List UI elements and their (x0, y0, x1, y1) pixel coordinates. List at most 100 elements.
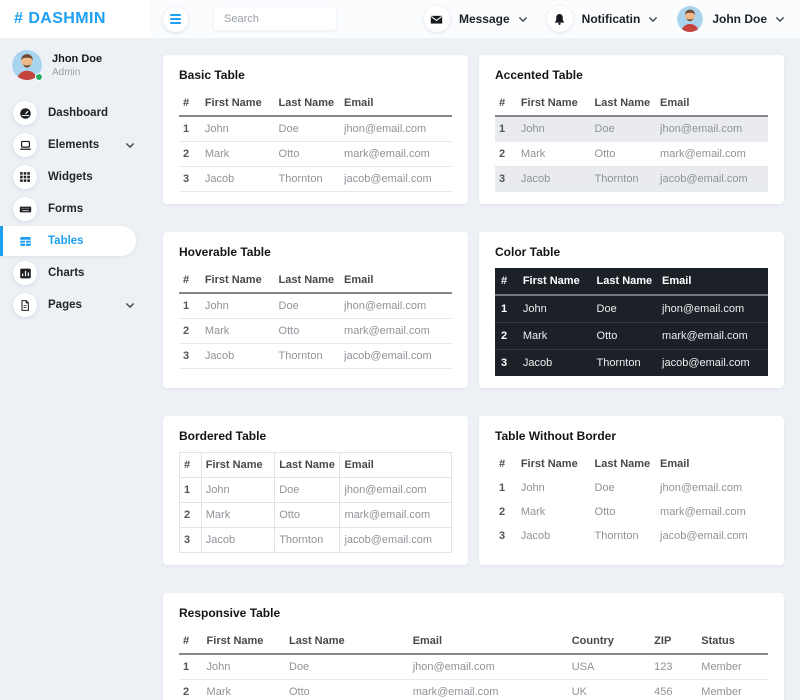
laptop-icon (13, 133, 37, 157)
column-header: Last Name (590, 91, 657, 117)
column-header: Last Name (590, 268, 657, 296)
table-cell: UK (571, 686, 587, 698)
user-dropdown[interactable]: John Doe (677, 6, 784, 32)
table-row: 2 Mark Otto mark@email.com UK 456 Member (179, 680, 768, 700)
table-cell: John (520, 123, 545, 135)
sidebar-item-label: Forms (48, 203, 84, 215)
row-index: 2 (501, 330, 508, 342)
table-cell: John (200, 477, 276, 503)
brand-hash-icon: # (14, 10, 24, 27)
table-row[interactable]: 2 Mark Otto mark@email.com (179, 319, 452, 344)
tachometer-icon (13, 101, 37, 125)
chevron-down-icon (126, 142, 134, 148)
card-table-without-border: Table Without Border # First Name Last Nam… (479, 416, 784, 565)
table-row: 2 Mark Otto mark@email.com (495, 142, 768, 167)
table-cell: Mark (522, 330, 548, 342)
column-header: Last Name (274, 91, 341, 117)
table-cell: jacob@email.com (660, 530, 748, 542)
table-cell: Doe (278, 300, 299, 312)
table-cell: Thornton (596, 357, 641, 369)
notifications-dropdown[interactable]: Notificatin (546, 6, 658, 32)
table-icon (13, 229, 37, 253)
table-cell: jacob@email.com (339, 527, 452, 553)
column-header: # (495, 268, 517, 296)
table-cell: Thornton (278, 173, 323, 185)
table-cell: Jacob (204, 350, 235, 362)
table-cell: Thornton (274, 527, 341, 553)
table-row: 3 Jacob Thornton jacob@email.com (495, 524, 768, 548)
table-cell: Mark (520, 506, 546, 518)
row-index: 1 (179, 477, 202, 503)
row-index: 1 (499, 123, 506, 135)
table-cell: mark@email.com (339, 502, 452, 528)
table-cell: Otto (278, 148, 300, 160)
table-cell: Thornton (278, 350, 323, 362)
table-cell: Doe (594, 482, 615, 494)
card-title: Basic Table (179, 68, 245, 82)
menu-toggle-button[interactable] (163, 6, 188, 32)
table-row: 1 John Doe jhon@email.com (495, 295, 768, 323)
sidebar-item-charts[interactable]: Charts (0, 258, 150, 288)
row-index: 2 (499, 506, 506, 518)
search-input[interactable] (214, 8, 336, 30)
column-header: # (179, 629, 203, 655)
sidebar-item-label: Dashboard (48, 107, 109, 119)
messages-dropdown[interactable]: Message (423, 6, 527, 32)
card-title: Bordered Table (179, 429, 267, 443)
column-header: # (499, 458, 506, 470)
table-cell: jhon@email.com (344, 300, 427, 312)
table-row: 1 John Doe jhon@email.com (495, 116, 768, 142)
row-index: 2 (183, 686, 190, 698)
table-row: 3 Jacob Thornton jacob@email.com (179, 167, 452, 192)
table-cell: John (520, 482, 545, 494)
table-cell: Thornton (594, 173, 639, 185)
column-header: # (179, 268, 201, 294)
row-index: 3 (179, 527, 202, 553)
row-index: 1 (499, 482, 506, 494)
table-row: 1 John Doe jhon@email.com (179, 116, 452, 142)
sidebar-item-elements[interactable]: Elements (0, 130, 150, 160)
table-row[interactable]: 3 Jacob Thornton jacob@email.com (179, 344, 452, 369)
column-header: Last Name (274, 268, 341, 294)
sidebar: Jhon Doe Admin Dashboard Elements Widget… (0, 38, 150, 700)
table-cell: jhon@email.com (344, 123, 427, 135)
table-cell: Doe (274, 477, 341, 503)
sidebar-item-pages[interactable]: Pages (0, 290, 150, 320)
table-cell: Jacob (200, 527, 276, 553)
table-row[interactable]: 1 John Doe jhon@email.com (179, 293, 452, 319)
profile-name: Jhon Doe (52, 52, 103, 65)
row-index: 3 (499, 173, 506, 185)
grid-icon (13, 165, 37, 189)
sidebar-item-tables[interactable]: Tables (0, 226, 136, 256)
table-cell: Member (701, 686, 742, 698)
card-basic-table: Basic Table # First Name Last Name Email 1 J… (163, 55, 468, 204)
user-name-label: John Doe (712, 12, 767, 26)
card-title: Responsive Table (179, 606, 281, 620)
card-title: Hoverable Table (179, 245, 271, 259)
column-header: Status (697, 629, 768, 655)
table-cell: 123 (654, 661, 673, 673)
user-avatar (677, 6, 704, 32)
row-index: 2 (183, 148, 190, 160)
card-accented-table: Accented Table # First Name Last Name Email… (479, 55, 784, 204)
table-header-row: # First Name Last Name Email (179, 268, 452, 294)
column-header: Email (656, 91, 768, 117)
table-cell: Mark (520, 148, 546, 160)
sidebar-item-dashboard[interactable]: Dashboard (0, 98, 150, 128)
card-title: Accented Table (495, 68, 583, 82)
sidebar-profile: Jhon Doe Admin (0, 38, 150, 98)
table-cell: Otto (278, 325, 300, 337)
table-cell: John (522, 303, 547, 315)
keyboard-icon (13, 197, 37, 221)
sidebar-item-label: Widgets (48, 171, 93, 183)
table-row: 2 Mark Otto mark@email.com (179, 502, 452, 528)
table-row: 1 John Doe jhon@email.com USA 123 Member (179, 654, 768, 680)
brand-text: DASHMIN (28, 10, 106, 27)
sidebar-item-widgets[interactable]: Widgets (0, 162, 150, 192)
sidebar-item-forms[interactable]: Forms (0, 194, 150, 224)
table-header-row: # First Name Last Name Email (495, 91, 768, 117)
table-cell: Mark (206, 686, 231, 698)
table-header-row: # First Name Last Name Email (179, 452, 452, 478)
